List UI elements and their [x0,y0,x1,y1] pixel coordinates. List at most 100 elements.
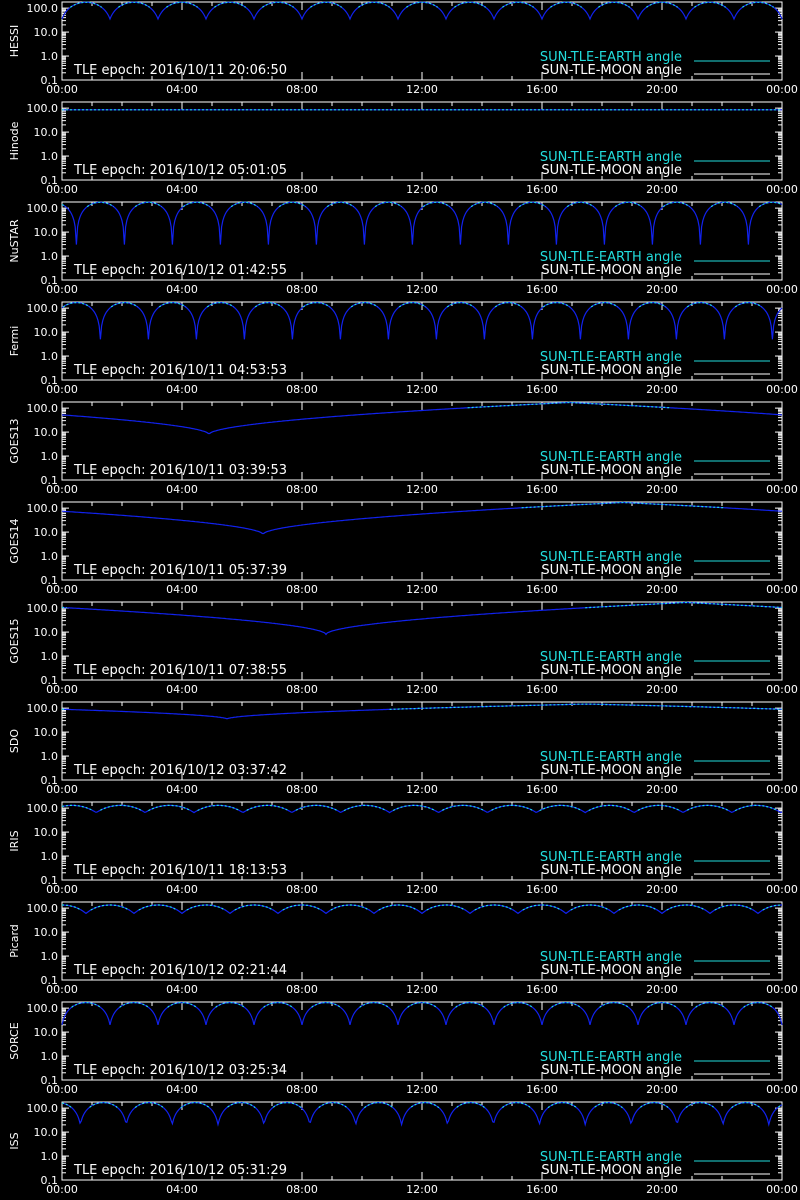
series-line-earth [61,203,66,208]
series-line-earth [731,1101,761,1109]
series-line-earth [570,904,610,911]
series-line-earth [618,904,658,911]
y-tick-label: 0.1 [41,1074,59,1087]
x-tick-label: 16:00 [526,183,558,196]
x-tick-label: 00:00 [766,383,798,396]
x-tick-label: 08:00 [286,883,318,896]
legend-earth-label: SUN-TLE-EARTH angle [540,50,682,65]
series-line-earth [710,201,738,208]
legend-earth-label: SUN-TLE-EARTH angle [540,150,682,165]
y-tick-label: 100.0 [27,302,59,315]
series-line-earth [318,1101,347,1108]
y-axis-label: IRIS [8,830,21,851]
y-tick-label: 0.1 [41,574,59,587]
legend-earth-label: SUN-TLE-EARTH angle [540,1150,682,1165]
series-line-earth [742,1,774,8]
y-tick-label: 0.1 [41,874,59,887]
y-tick-label: 100.0 [27,202,59,215]
series-line-earth [695,1001,725,1008]
legend-earth-label: SUN-TLE-EARTH angle [540,1050,682,1065]
series-line-earth [614,201,642,208]
series-line-earth [272,1101,302,1108]
x-tick-label: 20:00 [646,1083,678,1096]
legend-moon-label: SUN-TLE-MOON angle [541,263,682,278]
legend-earth-label: SUN-TLE-EARTH angle [540,450,682,465]
x-tick-label: 04:00 [166,383,198,396]
tle-epoch-label: TLE epoch: 2016/10/12 02:21:44 [73,963,287,978]
series-line-earth [585,601,783,609]
y-tick-label: 100.0 [27,802,59,815]
y-tick-label: 10.0 [34,226,59,239]
y-tick-label: 0.1 [41,674,59,687]
series-line-earth [694,1,726,8]
x-tick-label: 04:00 [166,683,198,696]
x-tick-label: 00:00 [766,883,798,896]
series-line-earth [446,302,474,308]
series-line-earth [343,804,387,812]
series-line-earth [62,302,90,308]
x-tick-label: 08:00 [286,1083,318,1096]
series-line-earth [182,201,210,208]
series-line-earth [542,302,570,308]
series-line-earth [214,1,246,8]
series-line-earth [456,1101,485,1108]
x-tick-label: 00:00 [766,783,798,796]
series-line-earth [640,1101,669,1108]
x-tick-label: 00:00 [766,1183,798,1196]
x-tick-label: 20:00 [646,983,678,996]
x-tick-label: 08:00 [286,683,318,696]
x-tick-label: 12:00 [406,483,438,496]
panel-hessi: 0.1 1.0 10.0 100.0 00:00 04:00 08:00 12:00 16:00… [8,1,798,96]
series-line-earth [637,804,680,811]
series-line-earth [638,302,666,308]
y-tick-label: 1.0 [41,150,59,163]
x-tick-label: 00:00 [766,1083,798,1096]
series-line-earth [119,1001,149,1008]
y-tick-label: 100.0 [27,902,59,915]
tle-epoch-label: TLE epoch: 2016/10/12 05:31:29 [73,1163,287,1178]
x-tick-label: 08:00 [286,183,318,196]
series-line-earth [646,1,678,8]
x-tick-label: 04:00 [166,783,198,796]
y-tick-label: 10.0 [34,26,59,39]
series-line-earth [364,1101,394,1109]
series-line-earth [167,1001,197,1008]
series-line-earth [426,904,466,911]
x-tick-label: 08:00 [286,1183,318,1196]
tle-epoch-label: TLE epoch: 2016/10/11 18:13:53 [73,863,287,878]
series-line-earth [410,1101,440,1109]
x-tick-label: 12:00 [406,83,438,96]
y-tick-label: 10.0 [34,726,59,739]
y-tick-label: 10.0 [34,526,59,539]
x-tick-label: 08:00 [286,483,318,496]
x-tick-label: 00:00 [766,483,798,496]
series-line-earth [474,904,514,911]
panel-sorce: 0.1 1.0 10.0 100.0 00:00 04:00 08:00 12:00 16:00… [8,1001,798,1096]
x-tick-label: 00:00 [46,183,78,196]
x-tick-label: 04:00 [166,1083,198,1096]
series-line-earth [263,1001,293,1008]
x-tick-label: 08:00 [286,783,318,796]
y-axis-label: Hinode [8,121,21,160]
x-tick-label: 16:00 [526,483,558,496]
y-tick-label: 100.0 [27,102,59,115]
x-tick-label: 04:00 [166,983,198,996]
x-tick-label: 20:00 [646,883,678,896]
y-tick-label: 1.0 [41,350,59,363]
x-tick-label: 00:00 [46,983,78,996]
x-tick-label: 00:00 [766,83,798,96]
legend-earth-label: SUN-TLE-EARTH angle [540,950,682,965]
series-line-earth [310,1,342,8]
x-tick-label: 00:00 [766,983,798,996]
series-line-earth [350,302,378,308]
series-line-earth [455,1001,485,1008]
series-line-earth [550,1,582,8]
x-tick-label: 04:00 [166,1183,198,1196]
y-tick-label: 0.1 [41,974,59,987]
legend-earth-label: SUN-TLE-EARTH angle [540,650,682,665]
series-line-earth [110,302,138,308]
series-line-earth [392,804,436,812]
series-line-earth [647,1001,677,1008]
x-tick-label: 16:00 [526,1083,558,1096]
series-line-earth [491,804,533,811]
